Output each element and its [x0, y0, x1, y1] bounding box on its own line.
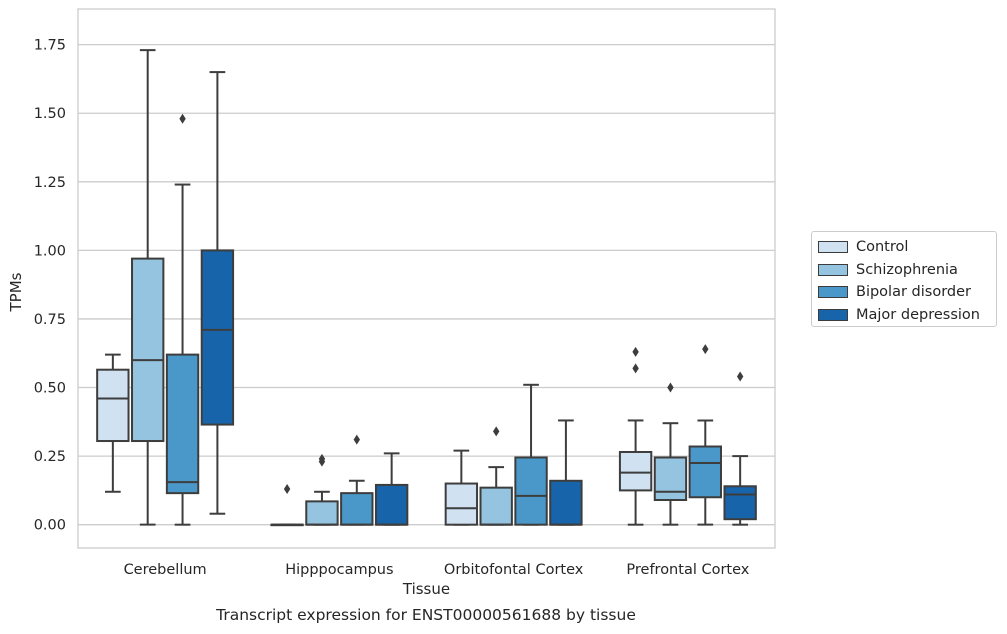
legend-label: Major depression: [856, 306, 980, 323]
y-tick-label: 1.75: [34, 38, 66, 54]
outlier-point: [736, 371, 744, 382]
box-schizophrenia: [305, 453, 339, 526]
iqr-box: [549, 479, 583, 526]
y-tick-label: 1.50: [34, 106, 66, 122]
x-tick-label: Orbitofontal Cortex: [444, 562, 584, 578]
x-tick-label: Prefrontal Cortex: [626, 562, 749, 578]
outlier-point: [493, 426, 500, 437]
box-major-depression: [549, 419, 583, 526]
box-bipolar-disorder: [514, 383, 548, 526]
y-axis-label-box: TPMs: [6, 262, 26, 322]
iqr-box: [653, 456, 688, 501]
legend-item: Major depression: [818, 304, 996, 327]
legend-item: Bipolar disorder: [818, 281, 996, 304]
box-bipolar-disorder: [165, 113, 200, 526]
legend-label: Bipolar disorder: [856, 284, 971, 301]
outlier-point: [283, 484, 291, 495]
x-ticks: Cerebellum Hipppocampus Orbitofontal Corte…: [124, 562, 750, 578]
iqr-box: [688, 445, 722, 499]
legend-item: Control: [818, 236, 996, 259]
iqr-box: [96, 368, 130, 443]
iqr-box: [618, 450, 653, 492]
iqr-box: [723, 485, 757, 521]
box-schizophrenia: [479, 426, 513, 526]
iqr-box: [514, 456, 548, 526]
x-axis-label: Tissue: [402, 580, 451, 598]
box-bipolar-disorder: [688, 344, 722, 526]
box-schizophrenia: [653, 382, 688, 526]
y-tick-label: 1.25: [34, 175, 66, 191]
legend-swatch: [818, 308, 848, 321]
iqr-box: [340, 492, 374, 526]
y-ticks: 0.00 0.25 0.50 0.75 1.00 1.25 1.50 1.75: [34, 38, 66, 534]
y-tick-label: 0.50: [34, 381, 66, 397]
iqr-box: [444, 482, 479, 526]
iqr-box: [200, 249, 235, 426]
legend-label: Schizophrenia: [856, 261, 958, 278]
outlier-point: [353, 434, 360, 445]
legend-swatch: [818, 241, 848, 254]
legend-label: Control: [856, 239, 909, 256]
iqr-box: [479, 486, 513, 526]
y-tick-label: 0.75: [34, 312, 66, 328]
legend-swatch: [818, 263, 848, 276]
iqr-box: [305, 500, 339, 526]
iqr-box: [131, 257, 165, 443]
box-control: [618, 346, 653, 526]
outlier-point: [179, 113, 186, 124]
box-control: [270, 484, 304, 527]
legend: Control Schizophrenia Bipolar disorder Majo…: [811, 231, 997, 327]
x-tick-label: Cerebellum: [124, 562, 207, 578]
y-tick-label: 1.00: [34, 243, 66, 259]
legend-item: Schizophrenia: [818, 259, 996, 282]
x-tick-label: Hipppocampus: [285, 562, 393, 578]
plot-frame: [77, 8, 776, 549]
iqr-box: [374, 483, 409, 526]
outlier-point: [667, 382, 674, 393]
iqr-box: [165, 353, 200, 495]
y-tick-label: 0.25: [34, 449, 66, 465]
legend-swatch: [818, 286, 848, 299]
outlier-point: [632, 346, 639, 357]
outlier-point: [632, 363, 639, 374]
y-tick-label: 0.00: [34, 518, 66, 534]
box-control: [444, 449, 479, 526]
outlier-point: [702, 344, 709, 355]
chart-caption: Transcript expression for ENST0000056168…: [216, 606, 636, 624]
outlier-point: [318, 453, 326, 464]
boxes: [96, 49, 757, 527]
box-bipolar-disorder: [340, 434, 374, 526]
box-major-depression: [723, 371, 757, 526]
box-major-depression: [374, 452, 409, 526]
box-control: [96, 353, 130, 493]
box-major-depression: [200, 71, 235, 515]
box-schizophrenia: [131, 49, 165, 526]
y-axis-label: TPMs: [7, 272, 25, 312]
